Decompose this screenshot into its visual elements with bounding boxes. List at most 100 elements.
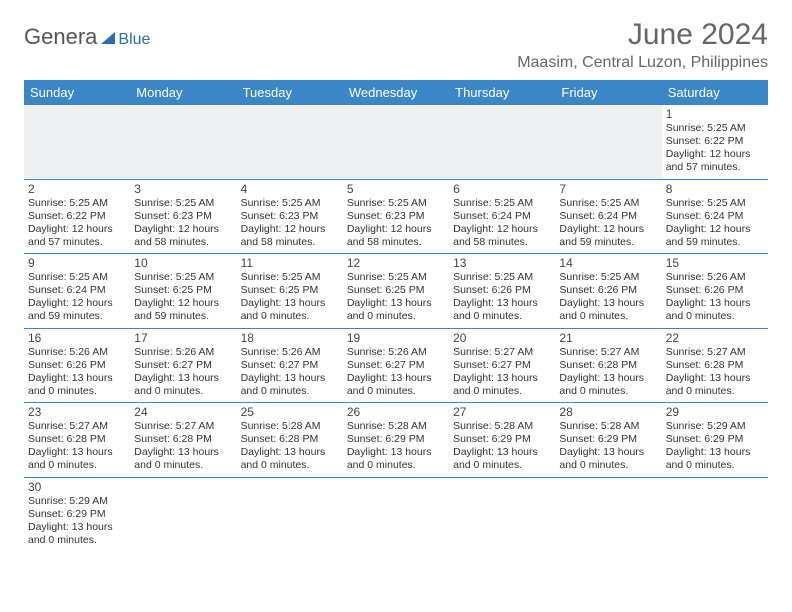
sunrise-text: Sunrise: 5:25 AM [347, 197, 445, 210]
calendar-cell: 30Sunrise: 5:29 AMSunset: 6:29 PMDayligh… [24, 477, 130, 551]
day-info: Sunrise: 5:27 AMSunset: 6:27 PMDaylight:… [453, 346, 551, 399]
calendar-cell [343, 477, 449, 551]
sunset-text: Sunset: 6:28 PM [134, 433, 232, 446]
daylight-text: Daylight: 13 hours and 0 minutes. [666, 446, 764, 472]
day-info: Sunrise: 5:25 AMSunset: 6:23 PMDaylight:… [134, 197, 232, 250]
day-number: 18 [241, 331, 339, 345]
sunrise-text: Sunrise: 5:29 AM [666, 420, 764, 433]
sunset-text: Sunset: 6:27 PM [241, 359, 339, 372]
calendar-cell: 12Sunrise: 5:25 AMSunset: 6:25 PMDayligh… [343, 254, 449, 329]
day-number: 5 [347, 182, 445, 196]
calendar-cell [130, 477, 236, 551]
day-number: 11 [241, 256, 339, 270]
logo-text-2: Blue [118, 31, 150, 49]
calendar-row: 30Sunrise: 5:29 AMSunset: 6:29 PMDayligh… [24, 477, 768, 551]
day-number: 13 [453, 256, 551, 270]
day-info: Sunrise: 5:26 AMSunset: 6:27 PMDaylight:… [347, 346, 445, 399]
day-number: 30 [28, 480, 126, 494]
daylight-text: Daylight: 13 hours and 0 minutes. [559, 372, 657, 398]
sunset-text: Sunset: 6:25 PM [241, 284, 339, 297]
day-info: Sunrise: 5:26 AMSunset: 6:26 PMDaylight:… [666, 271, 764, 324]
day-number: 2 [28, 182, 126, 196]
day-number: 28 [559, 405, 657, 419]
location-text: Maasim, Central Luzon, Philippines [517, 54, 768, 72]
sunrise-text: Sunrise: 5:28 AM [241, 420, 339, 433]
daylight-text: Daylight: 13 hours and 0 minutes. [347, 446, 445, 472]
daylight-text: Daylight: 12 hours and 57 minutes. [666, 148, 764, 174]
calendar-cell: 21Sunrise: 5:27 AMSunset: 6:28 PMDayligh… [555, 328, 661, 403]
col-tuesday: Tuesday [237, 80, 343, 105]
sunset-text: Sunset: 6:26 PM [453, 284, 551, 297]
day-info: Sunrise: 5:25 AMSunset: 6:25 PMDaylight:… [241, 271, 339, 324]
title-block: June 2024 Maasim, Central Luzon, Philipp… [517, 18, 768, 72]
calendar-cell: 27Sunrise: 5:28 AMSunset: 6:29 PMDayligh… [449, 403, 555, 478]
calendar-cell [662, 477, 768, 551]
sunrise-text: Sunrise: 5:25 AM [453, 197, 551, 210]
calendar-cell: 10Sunrise: 5:25 AMSunset: 6:25 PMDayligh… [130, 254, 236, 329]
sunset-text: Sunset: 6:24 PM [28, 284, 126, 297]
calendar-cell: 24Sunrise: 5:27 AMSunset: 6:28 PMDayligh… [130, 403, 236, 478]
calendar-cell: 28Sunrise: 5:28 AMSunset: 6:29 PMDayligh… [555, 403, 661, 478]
day-number: 6 [453, 182, 551, 196]
col-thursday: Thursday [449, 80, 555, 105]
sunset-text: Sunset: 6:23 PM [347, 210, 445, 223]
sunset-text: Sunset: 6:28 PM [241, 433, 339, 446]
calendar-cell: 20Sunrise: 5:27 AMSunset: 6:27 PMDayligh… [449, 328, 555, 403]
calendar-cell: 29Sunrise: 5:29 AMSunset: 6:29 PMDayligh… [662, 403, 768, 478]
calendar-cell: 13Sunrise: 5:25 AMSunset: 6:26 PMDayligh… [449, 254, 555, 329]
day-info: Sunrise: 5:25 AMSunset: 6:25 PMDaylight:… [347, 271, 445, 324]
daylight-text: Daylight: 12 hours and 58 minutes. [241, 223, 339, 249]
calendar-row: 9Sunrise: 5:25 AMSunset: 6:24 PMDaylight… [24, 254, 768, 329]
day-info: Sunrise: 5:26 AMSunset: 6:26 PMDaylight:… [28, 346, 126, 399]
calendar-body: 1Sunrise: 5:25 AMSunset: 6:22 PMDaylight… [24, 105, 768, 551]
sunset-text: Sunset: 6:23 PM [134, 210, 232, 223]
daylight-text: Daylight: 12 hours and 57 minutes. [28, 223, 126, 249]
calendar-cell: 23Sunrise: 5:27 AMSunset: 6:28 PMDayligh… [24, 403, 130, 478]
calendar-row: 23Sunrise: 5:27 AMSunset: 6:28 PMDayligh… [24, 403, 768, 478]
sunrise-text: Sunrise: 5:26 AM [666, 271, 764, 284]
calendar-cell [555, 477, 661, 551]
day-info: Sunrise: 5:26 AMSunset: 6:27 PMDaylight:… [134, 346, 232, 399]
sunrise-text: Sunrise: 5:25 AM [666, 197, 764, 210]
calendar-head: Sunday Monday Tuesday Wednesday Thursday… [24, 80, 768, 105]
col-monday: Monday [130, 80, 236, 105]
sunrise-text: Sunrise: 5:25 AM [241, 197, 339, 210]
sunset-text: Sunset: 6:29 PM [666, 433, 764, 446]
day-number: 20 [453, 331, 551, 345]
day-info: Sunrise: 5:26 AMSunset: 6:27 PMDaylight:… [241, 346, 339, 399]
day-info: Sunrise: 5:27 AMSunset: 6:28 PMDaylight:… [559, 346, 657, 399]
day-number: 10 [134, 256, 232, 270]
day-number: 27 [453, 405, 551, 419]
daylight-text: Daylight: 13 hours and 0 minutes. [453, 372, 551, 398]
day-number: 15 [666, 256, 764, 270]
day-info: Sunrise: 5:25 AMSunset: 6:24 PMDaylight:… [453, 197, 551, 250]
sunset-text: Sunset: 6:29 PM [28, 508, 126, 521]
day-number: 1 [666, 107, 764, 121]
sunrise-text: Sunrise: 5:26 AM [241, 346, 339, 359]
daylight-text: Daylight: 13 hours and 0 minutes. [241, 446, 339, 472]
sunrise-text: Sunrise: 5:28 AM [559, 420, 657, 433]
sunrise-text: Sunrise: 5:25 AM [28, 271, 126, 284]
calendar-cell: 16Sunrise: 5:26 AMSunset: 6:26 PMDayligh… [24, 328, 130, 403]
sunset-text: Sunset: 6:27 PM [134, 359, 232, 372]
daylight-text: Daylight: 12 hours and 59 minutes. [134, 297, 232, 323]
day-info: Sunrise: 5:28 AMSunset: 6:28 PMDaylight:… [241, 420, 339, 473]
day-info: Sunrise: 5:25 AMSunset: 6:23 PMDaylight:… [347, 197, 445, 250]
sunset-text: Sunset: 6:26 PM [28, 359, 126, 372]
day-number: 12 [347, 256, 445, 270]
daylight-text: Daylight: 13 hours and 0 minutes. [241, 297, 339, 323]
daylight-text: Daylight: 13 hours and 0 minutes. [666, 297, 764, 323]
day-number: 19 [347, 331, 445, 345]
sunset-text: Sunset: 6:22 PM [666, 135, 764, 148]
day-number: 4 [241, 182, 339, 196]
day-info: Sunrise: 5:28 AMSunset: 6:29 PMDaylight:… [453, 420, 551, 473]
daylight-text: Daylight: 13 hours and 0 minutes. [28, 521, 126, 547]
daylight-text: Daylight: 13 hours and 0 minutes. [666, 372, 764, 398]
day-info: Sunrise: 5:28 AMSunset: 6:29 PMDaylight:… [347, 420, 445, 473]
calendar-cell: 9Sunrise: 5:25 AMSunset: 6:24 PMDaylight… [24, 254, 130, 329]
sunrise-text: Sunrise: 5:28 AM [453, 420, 551, 433]
calendar-cell: 15Sunrise: 5:26 AMSunset: 6:26 PMDayligh… [662, 254, 768, 329]
calendar-cell [24, 105, 130, 179]
sunrise-text: Sunrise: 5:25 AM [241, 271, 339, 284]
calendar-row: 1Sunrise: 5:25 AMSunset: 6:22 PMDaylight… [24, 105, 768, 179]
